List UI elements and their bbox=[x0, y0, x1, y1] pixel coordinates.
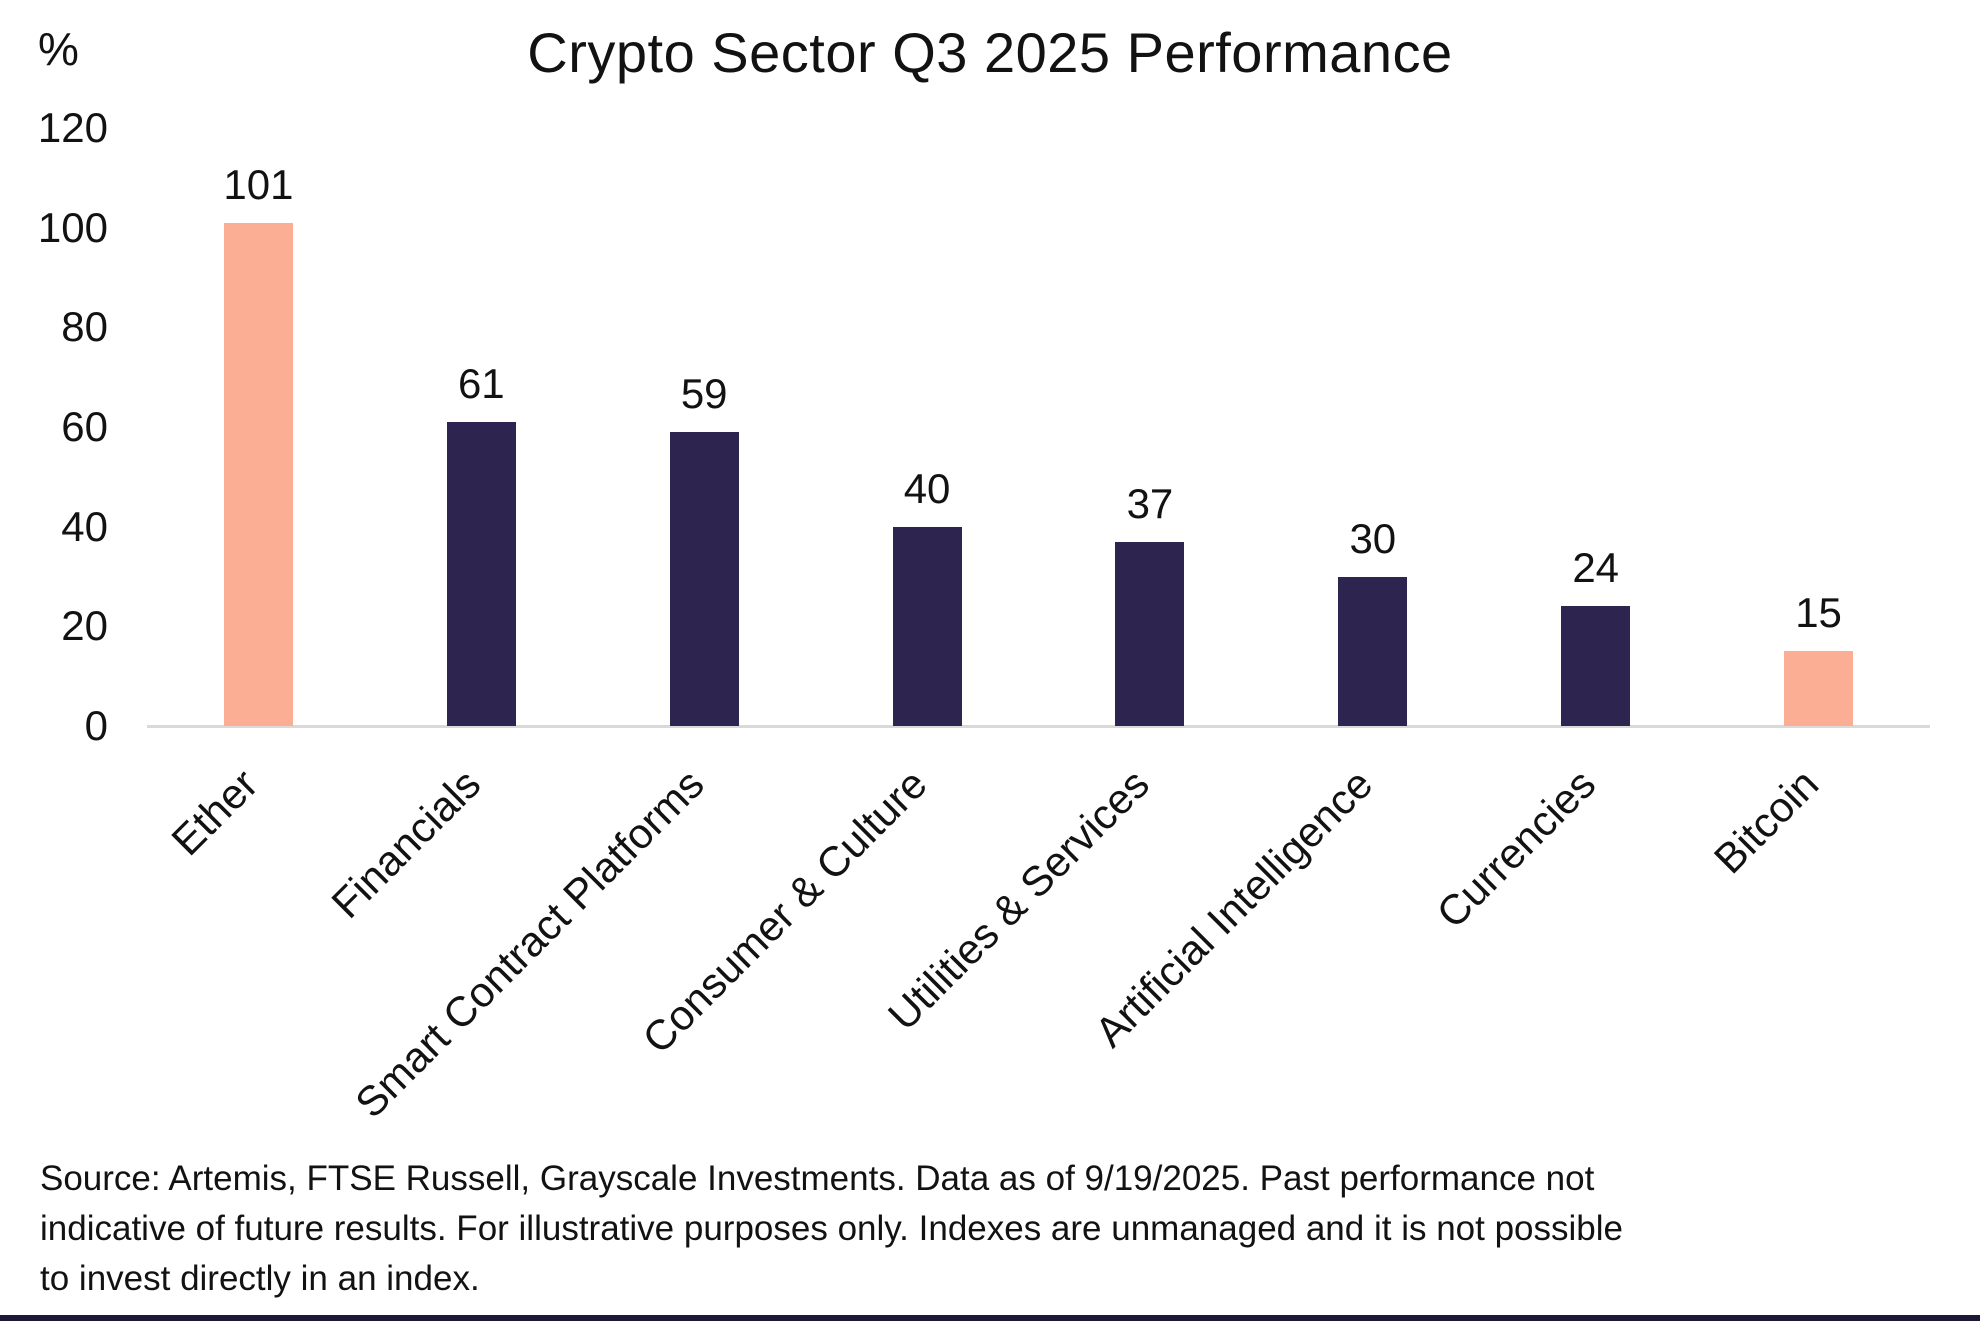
source-line: indicative of future results. For illust… bbox=[40, 1209, 1623, 1248]
x-axis-category-label: Bitcoin bbox=[1704, 760, 1827, 883]
source-line: Source: Artemis, FTSE Russell, Grayscale… bbox=[40, 1159, 1595, 1198]
x-axis-category-label: Currencies bbox=[1427, 760, 1604, 937]
y-tick-label: 120 bbox=[37, 104, 108, 151]
source-line: to invest directly in an index. bbox=[40, 1259, 480, 1298]
bar-value-label: 37 bbox=[1126, 479, 1174, 527]
bar-utilities-services bbox=[1115, 541, 1185, 726]
y-tick-label: 20 bbox=[61, 602, 108, 650]
bar-value-label: 24 bbox=[1572, 544, 1620, 592]
bar-value-label: 59 bbox=[680, 369, 728, 417]
bar-value-label: 40 bbox=[903, 464, 951, 512]
bar-consumer-culture bbox=[892, 526, 962, 726]
bar-value-label: 61 bbox=[457, 360, 505, 408]
bar-artificial-intelligence bbox=[1338, 576, 1408, 726]
bar-ether bbox=[223, 222, 293, 726]
bar-value-label: 30 bbox=[1349, 514, 1397, 562]
footer-accent-bar bbox=[0, 1315, 1980, 1321]
y-tick-label: 60 bbox=[61, 403, 108, 450]
y-tick-label: 100 bbox=[37, 203, 108, 251]
chart-title: Crypto Sector Q3 2025 Performance bbox=[527, 21, 1453, 84]
source-note: Source: Artemis, FTSE Russell, Grayscale… bbox=[40, 1154, 1623, 1304]
x-axis-line bbox=[147, 725, 1930, 728]
bar-financials bbox=[446, 422, 516, 726]
bar-value-label: 101 bbox=[223, 160, 294, 208]
y-tick-label: 40 bbox=[61, 502, 108, 550]
x-axis-category-label: Financials bbox=[322, 760, 490, 927]
bar-bitcoin bbox=[1784, 651, 1854, 726]
plot-area: 101 61 59 40 37 30 24 15 bbox=[147, 128, 1930, 728]
bar-value-label: 15 bbox=[1795, 589, 1842, 637]
bar-currencies bbox=[1561, 606, 1631, 726]
y-tick-label: 80 bbox=[61, 303, 108, 351]
y-axis-unit-label: % bbox=[38, 23, 79, 75]
y-tick-label: 0 bbox=[84, 702, 108, 749]
x-axis-category-label: Ether bbox=[162, 760, 267, 865]
bar-smart-contract-platforms bbox=[669, 431, 739, 726]
